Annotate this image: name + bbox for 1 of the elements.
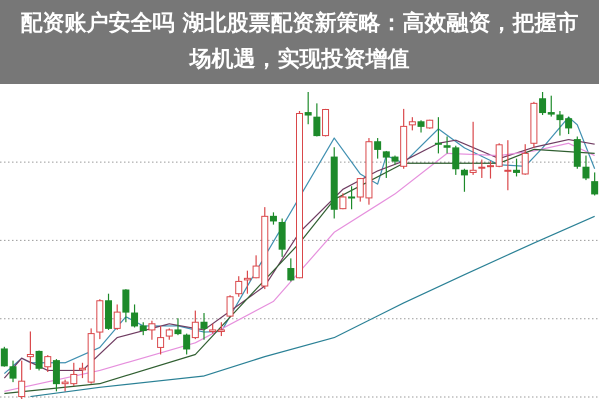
chart-title: 配资账户安全吗 湖北股票配资新策略：高效融资，把握市场机遇，实现投资增值 [20,10,580,74]
